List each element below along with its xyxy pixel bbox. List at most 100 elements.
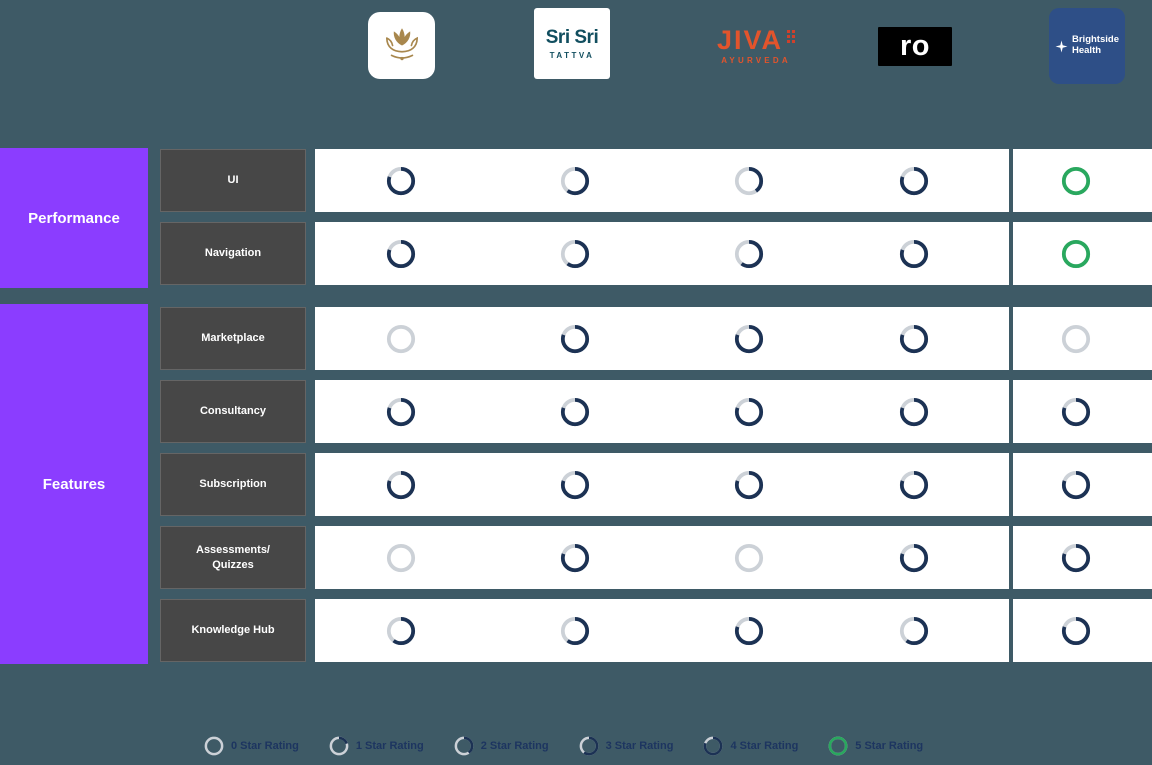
row-label-marketplace: Marketplace (160, 307, 306, 370)
4-star-ring-icon (899, 324, 929, 353)
rating-4-star-consultancy-col2 (560, 397, 590, 427)
rating-4-star-knowledge-hub-col3 (734, 616, 764, 646)
row-label-consultancy: Consultancy (160, 380, 306, 443)
4-star-ring-icon (560, 470, 590, 499)
rating-4-star-consultancy-col5 (1061, 397, 1091, 427)
lotus-brand-logo (368, 12, 435, 79)
rating-4-star-navigation-col1 (386, 239, 416, 269)
rating-4-star-consultancy-col1 (386, 397, 416, 427)
4-star-ring-icon (560, 324, 590, 353)
legend-label-2-star: 2 Star Rating (480, 740, 549, 752)
row-label-subscription: Subscription (160, 453, 306, 516)
rating-4-star-consultancy-col3 (734, 397, 764, 427)
3-star-ring-icon (560, 239, 590, 268)
jiva-ayurveda-logo: JIVA AYURVEDA (708, 26, 804, 66)
rating-3-star-navigation-col2 (560, 239, 590, 269)
4-star-ring-icon (704, 736, 723, 756)
row-bar-right-subscription (1013, 453, 1152, 516)
3-star-ring-icon (560, 166, 590, 195)
4-star-ring-icon (899, 543, 929, 572)
legend-item-2-star: 2 Star Rating (454, 736, 549, 756)
4-star-ring-icon (1061, 397, 1091, 426)
brightside-line2: Health (1072, 45, 1102, 56)
legend-item-3-star: 3 Star Rating (579, 736, 673, 756)
3-star-ring-icon (734, 239, 764, 268)
rating-4-star-subscription-col1 (386, 470, 416, 500)
legend-item-5-star: 5 Star Rating (828, 736, 923, 756)
rating-0-star-marketplace-col5 (1061, 324, 1091, 354)
0-star-ring-icon (204, 736, 224, 756)
rating-4-star-knowledge-hub-col5 (1061, 616, 1091, 646)
row-bar-right-marketplace (1013, 307, 1152, 370)
4-star-ring-icon (1061, 543, 1091, 572)
legend-item-1-star: 1 Star Rating (329, 736, 424, 756)
row-label-knowledge-hub: Knowledge Hub (160, 599, 306, 662)
brightside-health-logo: Brightside Health (1049, 8, 1125, 84)
0-star-ring-icon (734, 543, 764, 572)
4-star-ring-icon (734, 616, 764, 645)
rating-4-star-subscription-col4 (899, 470, 929, 500)
4-star-ring-icon (899, 470, 929, 499)
rating-legend: 0 Star Rating 1 Star Rating 2 Star Rating 3… (204, 736, 923, 756)
rating-3-star-knowledge-hub-col4 (899, 616, 929, 646)
4-star-ring-icon (386, 239, 416, 268)
rating-4-star-navigation-col4 (899, 239, 929, 269)
5-star-ring-icon (828, 736, 848, 756)
row-bar-main-knowledge-hub (315, 599, 1009, 662)
0-star-ring-icon (386, 543, 416, 572)
row-bar-main-marketplace (315, 307, 1009, 370)
row-bar-right-navigation (1013, 222, 1152, 285)
1-star-ring-icon (329, 736, 349, 756)
rating-4-star-assessments-quizzes-col2 (560, 543, 590, 573)
row-bar-main-assessments-quizzes (315, 526, 1009, 589)
4-star-ring-icon (386, 166, 416, 195)
4-star-ring-icon (560, 543, 590, 572)
row-bar-main-navigation (315, 222, 1009, 285)
legend-label-4-star: 4 Star Rating (730, 740, 799, 752)
jiva-ayurveda-text: AYURVEDA (721, 56, 791, 65)
0-star-ring-icon (386, 324, 416, 353)
rating-0-star-assessments-quizzes-col3 (734, 543, 764, 573)
row-bar-right-knowledge-hub (1013, 599, 1152, 662)
row-bar-main-ui (315, 149, 1009, 212)
row-bar-right-assessments-quizzes (1013, 526, 1152, 589)
legend-item-0-star: 0 Star Rating (204, 736, 299, 756)
section-features: Features (0, 304, 148, 664)
legend-item-4-star: 4 Star Rating (703, 736, 798, 756)
4-star-ring-icon (386, 470, 416, 499)
legend-label-0-star: 0 Star Rating (231, 740, 299, 752)
row-label-navigation: Navigation (160, 222, 306, 285)
lotus-icon (385, 27, 418, 60)
rating-4-star-assessments-quizzes-col4 (899, 543, 929, 573)
row-bar-main-subscription (315, 453, 1009, 516)
brightside-sparkle-icon (1055, 40, 1068, 52)
0-star-ring-icon (1061, 324, 1091, 353)
rating-0-star-assessments-quizzes-col1 (386, 543, 416, 573)
4-star-ring-icon (560, 397, 590, 426)
ro-wordmark: ro (900, 30, 930, 62)
legend-label-1-star: 1 Star Rating (355, 740, 424, 752)
rating-5-star-navigation-col5 (1061, 239, 1091, 269)
4-star-ring-icon (1061, 470, 1091, 499)
4-star-ring-icon (899, 397, 929, 426)
row-bar-right-consultancy (1013, 380, 1152, 443)
ro-logo: ro (878, 27, 952, 66)
2-star-ring-icon (734, 166, 764, 195)
rating-4-star-marketplace-col4 (899, 324, 929, 354)
row-bar-right-ui (1013, 149, 1152, 212)
section-performance: Performance (0, 148, 148, 288)
rating-0-star-marketplace-col1 (386, 324, 416, 354)
3-star-ring-icon (899, 616, 929, 645)
rating-4-star-subscription-col2 (560, 470, 590, 500)
3-star-ring-icon (579, 736, 598, 756)
rating-4-star-consultancy-col4 (899, 397, 929, 427)
5-star-ring-icon (1061, 166, 1091, 195)
row-label-assessments-quizzes: Assessments/ Quizzes (160, 526, 306, 589)
3-star-ring-icon (386, 616, 416, 645)
srisri-wordmark: Sri Sri (545, 27, 599, 48)
rating-3-star-knowledge-hub-col2 (560, 616, 590, 646)
2-star-ring-icon (454, 736, 474, 756)
4-star-ring-icon (899, 239, 929, 268)
rating-4-star-ui-col4 (899, 166, 929, 196)
brightside-line1: Brightside (1072, 34, 1119, 46)
